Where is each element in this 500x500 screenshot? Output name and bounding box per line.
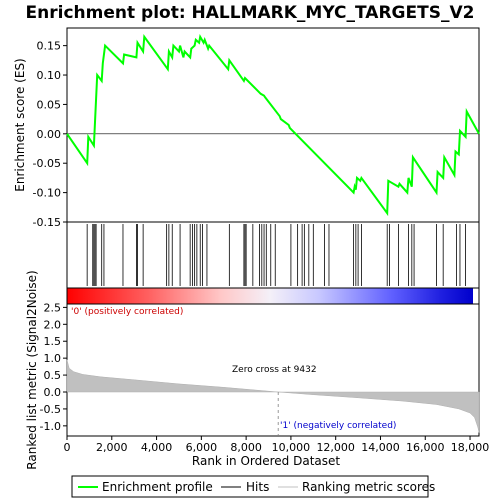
ranked-metric-panel: 2.5 2.0 1.5 1.0 0.5 0.0 -0.5 -1.0 Zero cross at… [25,270,480,470]
rank-color-bar [67,288,473,304]
metric-plot-frame [66,303,480,437]
x-tick-label: 0 [64,441,71,454]
x-tick-label: 12,000 [316,441,355,454]
x-tick-label: 16,000 [406,441,445,454]
es-y-tick-label: -0.15 [33,216,61,229]
metric-y-tick-label: 2.5 [44,301,62,314]
ranking-metric-area [66,359,480,433]
metric-y-tick-label: -0.5 [40,403,61,416]
legend-box [71,475,429,498]
metric-y-tick-label: 1.5 [44,335,62,348]
es-y-tick-label: 0.05 [37,98,62,111]
legend: Enrichment profile Hits Ranking metric s… [71,475,435,498]
es-y-tick-label: 0.15 [37,40,62,53]
es-y-tick-label: 0.10 [37,69,62,82]
metric-y-tick-label: 0.5 [44,369,62,382]
metric-y-tick-label: 1.0 [44,352,62,365]
hits-panel [66,221,480,289]
es-y-axis-label: Enrichment score (ES) [13,58,27,191]
x-tick-label: 8,000 [230,441,262,454]
metric-y-axis-label: Ranked list metric (Signal2Noise) [25,270,39,469]
enrichment-score-panel: 0.15 0.10 0.05 0.00 -0.05 -0.10 -0.15 Enrichme… [13,27,480,229]
es-y-tick-label: -0.10 [33,187,61,200]
metric-y-ticks: 2.5 2.0 1.5 1.0 0.5 0.0 -0.5 -1.0 [40,301,67,433]
es-y-tick-label: -0.05 [33,157,61,170]
chart-title: Enrichment plot: HALLMARK_MYC_TARGETS_V2 [26,3,475,23]
x-tick-label: 4,000 [141,441,173,454]
zero-cross-label: Zero cross at 9432 [232,365,317,375]
legend-profile-label: Enrichment profile [102,480,213,494]
x-axis-label: Rank in Ordered Dataset [192,454,340,468]
x-tick-label: 18,000 [451,441,490,454]
negative-correlated-label: '1' (negatively correlated) [280,421,396,431]
es-y-ticks: 0.15 0.10 0.05 0.00 -0.05 -0.10 -0.15 [33,40,67,229]
legend-hits-label: Hits [246,480,269,494]
enrichment-profile-line [66,33,480,217]
x-tick-label: 10,000 [272,441,311,454]
es-y-tick-label: 0.00 [37,128,62,141]
x-axis-ticks: 0 2,000 4,000 6,000 8,000 10,000 12,000 14,000 1… [64,436,490,454]
legend-metric-label: Ranking metric scores [302,480,435,494]
metric-y-tick-label: -1.0 [40,420,61,433]
x-tick-label: 2,000 [96,441,128,454]
es-plot-frame [66,27,480,223]
x-tick-label: 14,000 [361,441,400,454]
hits-frame [66,221,480,289]
metric-y-tick-label: 0.0 [44,386,62,399]
hit-lines [86,224,466,286]
positive-correlated-label: '0' (positively correlated) [71,307,183,317]
x-tick-label: 6,000 [186,441,218,454]
metric-y-tick-label: 2.0 [44,318,62,331]
